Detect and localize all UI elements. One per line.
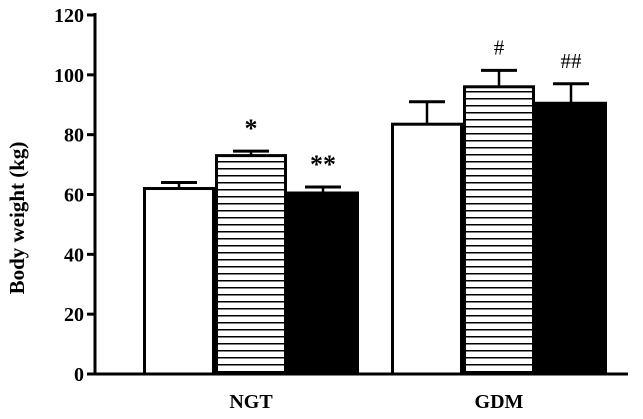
bars	[143, 68, 607, 376]
bar	[391, 122, 463, 376]
y-tick-label: 120	[54, 5, 84, 27]
significance-marker: **	[310, 150, 336, 179]
bar	[287, 191, 359, 376]
bar	[143, 187, 215, 376]
y-tick-label: 0	[74, 364, 84, 386]
y-tick-label: 100	[54, 65, 84, 87]
y-tick-label: 20	[64, 304, 84, 326]
y-axis-label: Body weight (kg)	[5, 142, 29, 295]
y-tick-label: 40	[64, 244, 84, 266]
x-tick-label: NGT	[229, 391, 273, 413]
significance-marker: ##	[561, 49, 583, 73]
significance-marker: *	[245, 114, 258, 143]
x-tick-label: GDM	[475, 391, 524, 413]
y-tick-label: 60	[64, 185, 84, 207]
bar	[215, 154, 287, 376]
bar	[463, 85, 535, 376]
y-tick-label: 80	[64, 125, 84, 147]
significance-marker: #	[494, 35, 505, 59]
bar	[535, 101, 607, 376]
